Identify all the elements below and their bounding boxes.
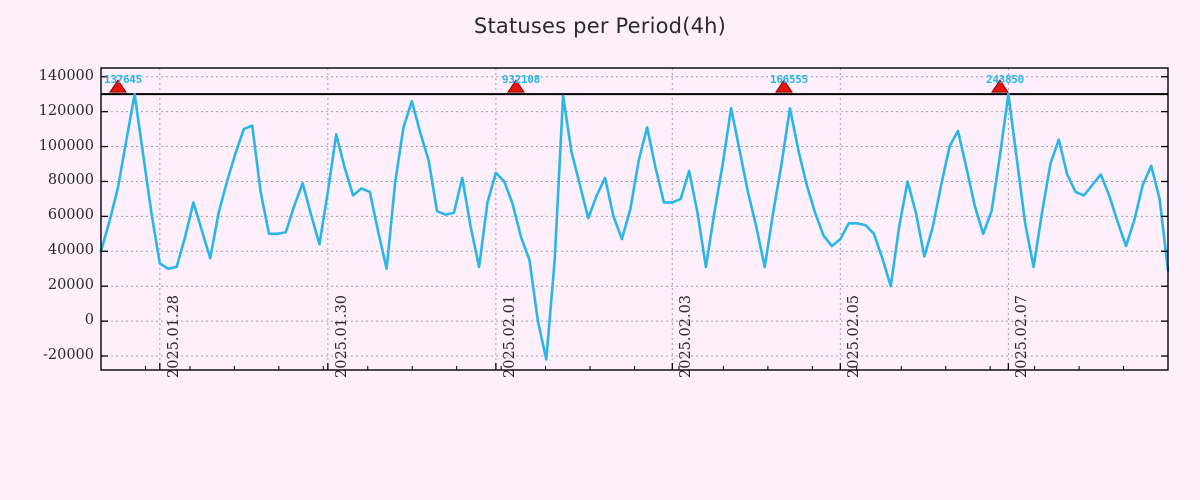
y-axis-tick-label: 40000 (47, 242, 94, 259)
y-axis-tick-label: 60000 (47, 207, 94, 224)
peak-value-label: 243850 (986, 73, 1024, 86)
x-axis-tick-label: 2025.02.07 (1014, 294, 1031, 378)
y-axis-tick-label: -20000 (42, 347, 94, 364)
x-axis-tick-label: 2025.01.30 (333, 294, 350, 378)
y-axis-tick-label: 140000 (38, 67, 94, 84)
y-axis-tick-label: 0 (84, 312, 94, 329)
peak-value-label: 137645 (104, 73, 142, 86)
x-axis-tick-label: 2025.01.28 (165, 294, 182, 378)
y-axis-tick-label: 120000 (38, 102, 94, 119)
x-axis-tick-label: 2025.02.05 (846, 294, 863, 378)
axis-frame (100, 67, 1169, 371)
y-axis-tick-label: 80000 (47, 172, 94, 189)
data-series-line (99, 92, 1170, 361)
chart-title: Statuses per Period(4h) (473, 14, 727, 38)
y-axis-tick-label: 100000 (38, 137, 94, 154)
grid-lines (101, 68, 1168, 370)
peak-value-label: 932108 (502, 73, 540, 86)
x-axis-tick-label: 2025.02.03 (678, 294, 695, 378)
x-axis-tick-label: 2025.02.01 (501, 294, 518, 378)
peak-value-label: 166555 (770, 73, 808, 86)
peak-markers (109, 79, 1009, 93)
y-axis-tick-label: 20000 (47, 277, 94, 294)
